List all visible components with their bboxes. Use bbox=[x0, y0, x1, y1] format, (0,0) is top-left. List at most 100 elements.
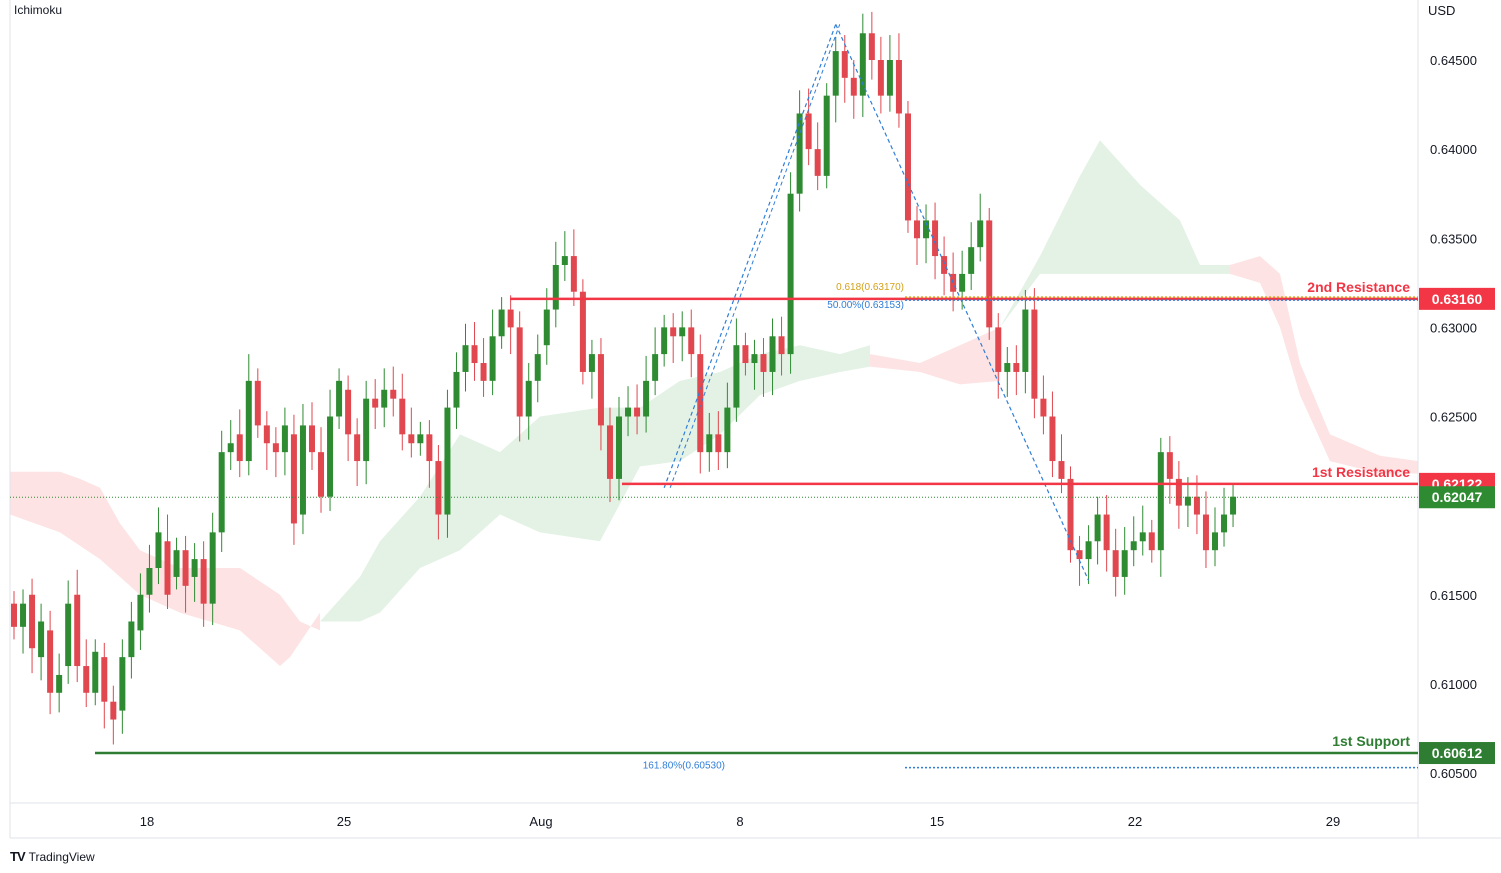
candle bbox=[751, 339, 758, 390]
candle bbox=[200, 541, 207, 627]
candle-body bbox=[733, 345, 740, 408]
candle bbox=[110, 685, 117, 745]
candle bbox=[128, 601, 135, 679]
candle-body bbox=[20, 603, 27, 627]
candle bbox=[805, 88, 812, 166]
candle bbox=[318, 427, 325, 513]
level-label: 1st Resistance bbox=[1312, 464, 1410, 480]
candle-body bbox=[1040, 398, 1047, 417]
candle bbox=[534, 334, 541, 403]
candle-body bbox=[372, 398, 379, 408]
candle bbox=[65, 580, 72, 684]
candle bbox=[760, 338, 767, 397]
candle bbox=[74, 569, 81, 683]
candle bbox=[92, 639, 99, 706]
candle bbox=[245, 354, 252, 476]
candle bbox=[480, 338, 487, 397]
candle-body bbox=[345, 389, 352, 435]
candle bbox=[904, 100, 911, 233]
candle bbox=[823, 83, 830, 189]
candle-body bbox=[182, 550, 189, 586]
candle bbox=[489, 309, 496, 396]
tradingview-brand[interactable]: TV TradingView bbox=[10, 849, 95, 864]
price-tag-support bbox=[1419, 742, 1495, 765]
candle-body bbox=[679, 327, 686, 337]
candle-body bbox=[579, 291, 586, 372]
candle bbox=[1221, 487, 1228, 547]
candle-body bbox=[552, 264, 559, 310]
candle-body bbox=[742, 345, 749, 364]
candle-body bbox=[480, 363, 487, 381]
candle bbox=[390, 366, 397, 417]
candle-body bbox=[47, 630, 54, 693]
fib-level-label: 0.618(0.63170) bbox=[836, 282, 904, 293]
price-tag-resistance bbox=[1419, 287, 1495, 310]
candle bbox=[715, 411, 722, 470]
candle bbox=[29, 578, 36, 674]
candle-body bbox=[146, 568, 153, 595]
candle-body bbox=[643, 380, 650, 417]
x-tick-label: 22 bbox=[1128, 814, 1142, 829]
candle bbox=[733, 318, 740, 422]
candle bbox=[1175, 461, 1182, 529]
candle bbox=[543, 288, 550, 365]
candle-body bbox=[1004, 363, 1011, 372]
candle-body bbox=[986, 220, 993, 328]
candle-body bbox=[426, 434, 433, 462]
candle bbox=[625, 386, 632, 437]
y-tick-label: 0.64500 bbox=[1430, 53, 1477, 68]
candle-body bbox=[29, 594, 36, 649]
candle bbox=[814, 122, 821, 191]
candle-body bbox=[119, 657, 126, 711]
y-tick-label: 0.61000 bbox=[1430, 677, 1477, 692]
candle bbox=[146, 544, 153, 613]
candle-body bbox=[787, 193, 794, 355]
candle bbox=[570, 229, 577, 306]
candle-body bbox=[227, 443, 234, 453]
candle-body bbox=[706, 434, 713, 453]
x-axis: 18 25 Aug 8 15 22 29 bbox=[140, 814, 1340, 829]
candle-body bbox=[1193, 496, 1200, 515]
candle-body bbox=[1139, 532, 1146, 542]
candle-body bbox=[110, 701, 117, 720]
candle-body bbox=[336, 380, 343, 417]
x-tick-label: 29 bbox=[1326, 814, 1340, 829]
fib-leg bbox=[835, 24, 1090, 581]
candle bbox=[1067, 466, 1074, 563]
candle bbox=[173, 537, 180, 590]
candle-body bbox=[661, 327, 668, 355]
candle-body bbox=[173, 550, 180, 577]
candle-body bbox=[1022, 309, 1029, 372]
candle bbox=[399, 373, 406, 451]
candle bbox=[417, 421, 424, 456]
x-tick-label: 8 bbox=[736, 814, 743, 829]
candle-body bbox=[435, 461, 442, 515]
candle-body bbox=[769, 336, 776, 372]
cloud-segment-bear-2 bbox=[870, 327, 1000, 385]
candle-body bbox=[814, 149, 821, 176]
candle-body bbox=[128, 621, 135, 658]
candle-body bbox=[1112, 550, 1119, 577]
ichimoku-cloud bbox=[10, 140, 1418, 667]
candle bbox=[1103, 494, 1110, 572]
candle-body bbox=[191, 559, 198, 577]
candle bbox=[1031, 288, 1038, 419]
candle bbox=[841, 35, 848, 103]
candle-body bbox=[796, 113, 803, 194]
candle-body bbox=[1202, 514, 1209, 551]
candle-body bbox=[164, 541, 171, 595]
candle bbox=[859, 13, 866, 118]
candle bbox=[381, 368, 388, 428]
candle-body bbox=[363, 398, 370, 462]
candle bbox=[516, 311, 523, 442]
candle bbox=[426, 420, 433, 488]
candle-body bbox=[1230, 496, 1237, 515]
current-price-value: 0.62047 bbox=[1432, 489, 1483, 505]
candle-body bbox=[895, 60, 902, 114]
y-tick-label: 0.61500 bbox=[1430, 588, 1477, 603]
candle bbox=[652, 327, 659, 396]
currency-label: USD bbox=[1428, 3, 1456, 18]
candle bbox=[182, 535, 189, 613]
candle bbox=[47, 610, 54, 715]
